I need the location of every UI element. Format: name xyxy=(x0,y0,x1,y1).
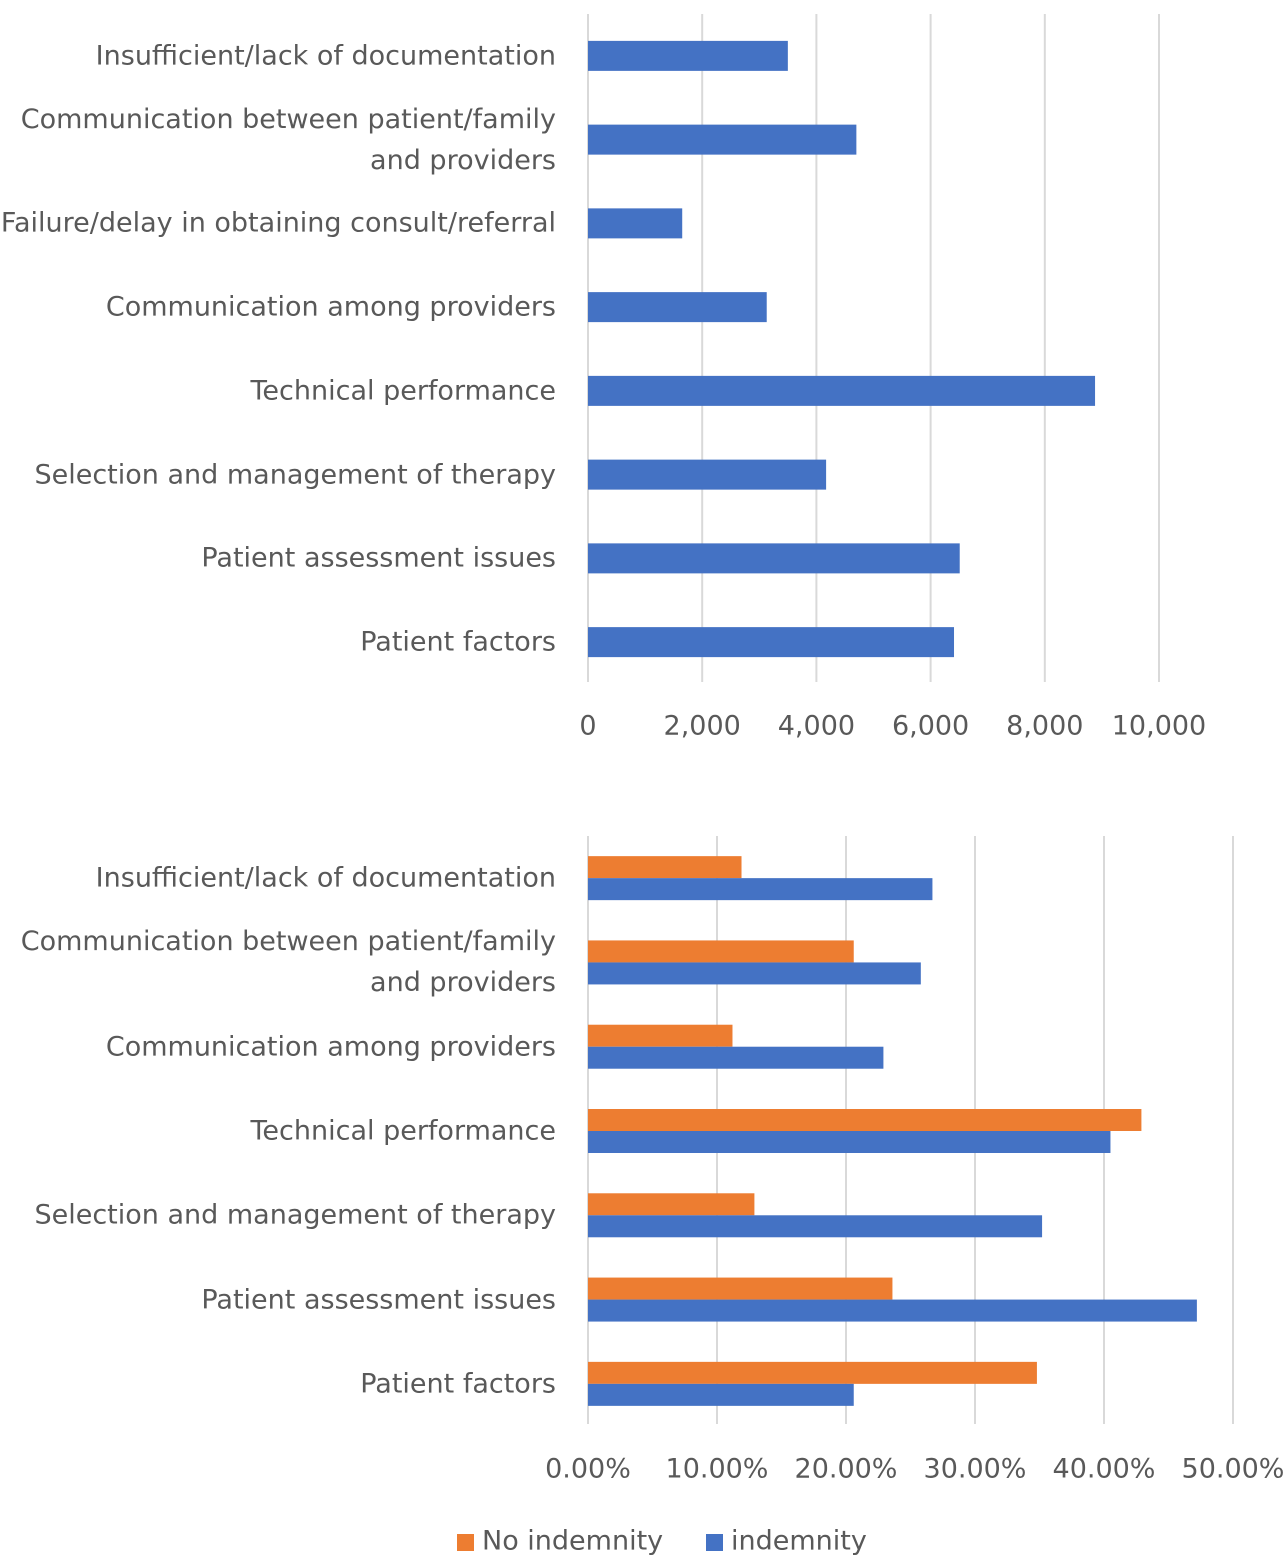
x-tick-label: 50.00% xyxy=(1182,1454,1285,1485)
y-tick-label: Patient assessment issues xyxy=(201,1284,556,1316)
y-tick-label: Insufficient/lack of documentation xyxy=(95,862,556,894)
bar xyxy=(588,1131,1111,1153)
bar xyxy=(588,1046,884,1069)
bar xyxy=(588,40,788,71)
x-tick-label: 8,000 xyxy=(1006,711,1083,742)
bar xyxy=(588,1383,854,1406)
x-tick-label: 10.00% xyxy=(666,1454,769,1485)
x-tick-label: 10,000 xyxy=(1112,711,1206,742)
y-tick-label: Communication among providers xyxy=(105,1031,556,1063)
bar xyxy=(588,1109,1142,1131)
bar xyxy=(588,962,921,985)
x-tick-label: 2,000 xyxy=(664,711,741,742)
y-tick-label: Communication among providers xyxy=(105,291,556,323)
y-tick-label: Technical performance xyxy=(250,375,556,407)
x-tick-label: 4,000 xyxy=(778,711,855,742)
x-tick-label: 0.00% xyxy=(545,1454,631,1485)
bar xyxy=(588,459,827,490)
bar xyxy=(588,856,742,879)
bar xyxy=(588,375,1096,406)
y-tick-label: Failure/delay in obtaining consult/refer… xyxy=(0,207,556,239)
bar xyxy=(588,878,933,901)
x-tick-label: 0 xyxy=(579,711,596,742)
bar xyxy=(588,1299,1197,1322)
bar xyxy=(588,1215,1043,1238)
x-tick-label: 20.00% xyxy=(795,1454,898,1485)
bar xyxy=(588,1193,755,1216)
bar xyxy=(588,1024,733,1047)
legend-swatch xyxy=(457,1534,474,1551)
y-tick-label: Insufficient/lack of documentation xyxy=(95,40,556,72)
y-tick-label: Communication between patient/family and… xyxy=(20,103,556,176)
bar xyxy=(588,1277,893,1300)
bar xyxy=(588,543,960,574)
x-tick-label: 6,000 xyxy=(892,711,969,742)
y-tick-label: Patient assessment issues xyxy=(201,542,556,574)
bar xyxy=(588,124,857,155)
bar xyxy=(588,627,955,658)
x-tick-label: 40.00% xyxy=(1053,1454,1156,1485)
y-tick-label: Communication between patient/family and… xyxy=(20,926,556,999)
legend-label: indemnity xyxy=(731,1526,867,1557)
legend-label: No indemnity xyxy=(482,1526,663,1557)
bar xyxy=(588,292,767,323)
bar xyxy=(588,208,683,239)
y-tick-label: Selection and management of therapy xyxy=(34,459,556,491)
y-tick-label: Technical performance xyxy=(250,1115,556,1147)
legend-swatch xyxy=(706,1534,723,1551)
x-tick-label: 30.00% xyxy=(924,1454,1027,1485)
bar xyxy=(588,940,854,963)
y-tick-label: Patient factors xyxy=(360,626,556,658)
bar xyxy=(588,1361,1037,1384)
y-tick-label: Patient factors xyxy=(360,1368,556,1400)
y-tick-label: Selection and management of therapy xyxy=(34,1199,556,1231)
